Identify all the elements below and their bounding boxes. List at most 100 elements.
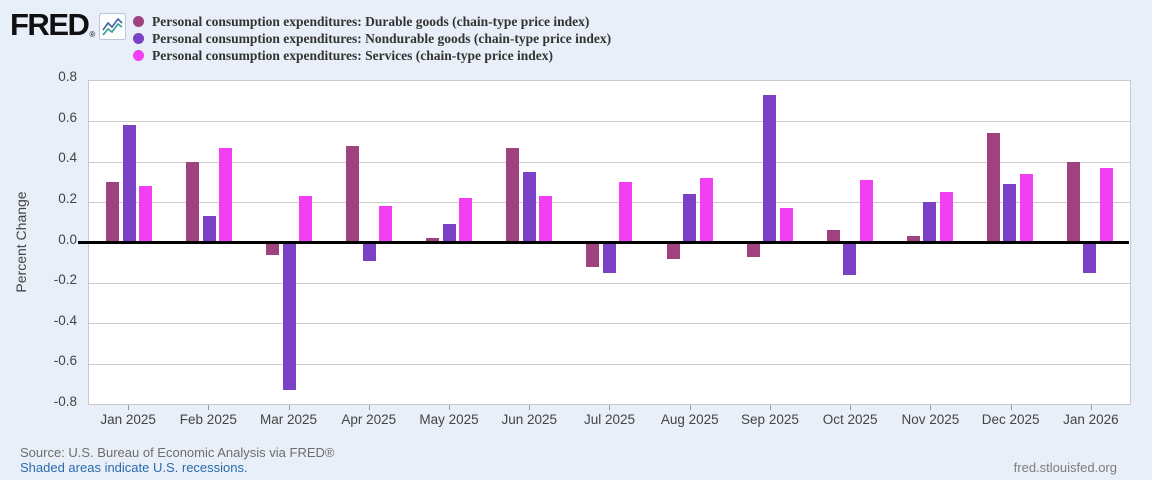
y-axis-labels: 0.8 0.6 0.4 0.2 0.0 -0.2 -0.4 -0.6 -0.8 (0, 69, 83, 409)
legend-marker (133, 50, 144, 61)
y-tick-label: -0.8 (53, 394, 77, 409)
zero-axis-line (78, 241, 1129, 244)
bar[interactable] (122, 125, 136, 243)
bar[interactable] (619, 181, 633, 243)
x-tick-label: Dec 2025 (981, 412, 1040, 427)
x-axis-slot: Sep 2025 (730, 405, 810, 437)
y-tick-label: -0.6 (53, 353, 77, 369)
x-axis-slot: Oct 2025 (810, 405, 890, 437)
bar-group (169, 81, 249, 404)
bar-group (409, 81, 489, 404)
x-tick (609, 405, 611, 410)
bar-group (730, 81, 810, 404)
x-axis-slot: Apr 2025 (329, 405, 409, 437)
gridline (89, 323, 1130, 325)
bar[interactable] (362, 242, 376, 261)
bar[interactable] (426, 238, 440, 243)
bar[interactable] (282, 242, 296, 390)
x-tick-label: Mar 2025 (260, 412, 318, 427)
bar-group (329, 81, 409, 404)
recessions-link[interactable]: Shaded areas indicate U.S. recessions. (20, 460, 248, 475)
x-axis-slot: Jan 2025 (88, 405, 168, 437)
x-tick-label: Aug 2025 (660, 412, 719, 427)
bar[interactable] (699, 177, 713, 243)
bar[interactable] (459, 198, 473, 243)
gridline (89, 121, 1130, 123)
y-tick-label: -0.2 (53, 272, 77, 288)
bar[interactable] (1083, 242, 1097, 273)
x-axis-slot: Jul 2025 (569, 405, 649, 437)
gridline (89, 202, 1130, 204)
x-axis-slot: Dec 2025 (971, 405, 1051, 437)
legend-item: Personal consumption expenditures: Nondu… (133, 30, 611, 47)
x-tick-label: Jan 2025 (100, 412, 156, 427)
bar[interactable] (986, 133, 1000, 243)
bar[interactable] (1003, 183, 1017, 243)
x-tick (128, 405, 130, 410)
registered-trademark: ® (89, 30, 96, 39)
bar-group (810, 81, 890, 404)
bar[interactable] (746, 242, 760, 257)
bar[interactable] (859, 179, 873, 243)
bar[interactable] (586, 242, 600, 267)
bar-group (489, 81, 569, 404)
bar[interactable] (763, 95, 777, 243)
bar[interactable] (202, 216, 216, 243)
bar-group (569, 81, 649, 404)
bar[interactable] (442, 224, 456, 243)
x-tick-label: May 2025 (419, 412, 479, 427)
x-tick (769, 405, 771, 410)
bar-group (1050, 81, 1130, 404)
bar[interactable] (139, 185, 153, 243)
bar[interactable] (522, 171, 536, 243)
x-tick (449, 405, 451, 410)
fred-logo-text: FRED (10, 7, 90, 42)
x-axis-slot: Mar 2025 (248, 405, 328, 437)
x-tick-label: Feb 2025 (179, 412, 237, 427)
y-tick-label: 0.2 (58, 190, 77, 206)
x-tick (529, 405, 531, 410)
bar-group (650, 81, 730, 404)
bar[interactable] (1019, 173, 1033, 243)
y-tick-label: 0.8 (58, 69, 77, 84)
x-axis-slot: Jun 2025 (489, 405, 569, 437)
gridline (89, 161, 1130, 163)
x-tick (288, 405, 290, 410)
bar[interactable] (346, 145, 360, 243)
bar[interactable] (779, 208, 793, 243)
x-axis-slot: Jan 2026 (1051, 405, 1131, 437)
bar[interactable] (299, 196, 313, 243)
legend-label: Personal consumption expenditures: Durab… (152, 13, 590, 29)
x-tick-label: Oct 2025 (822, 412, 878, 427)
x-tick (368, 405, 370, 410)
legend-marker (133, 33, 144, 44)
legend-item: Personal consumption expenditures: Durab… (133, 13, 611, 30)
bar[interactable] (379, 206, 393, 243)
gridline (89, 282, 1130, 284)
bar[interactable] (683, 194, 697, 243)
bar[interactable] (539, 196, 553, 243)
y-tick-label: 0.0 (58, 231, 77, 247)
bar[interactable] (1099, 167, 1113, 243)
source-note: Source: U.S. Bureau of Economic Analysis… (20, 445, 335, 460)
bar[interactable] (906, 236, 920, 243)
bar[interactable] (843, 242, 857, 275)
bar[interactable] (266, 242, 280, 255)
bar[interactable] (219, 147, 233, 243)
bar[interactable] (602, 242, 616, 273)
legend-item: Personal consumption expenditures: Servi… (133, 47, 611, 64)
bar[interactable] (666, 242, 680, 259)
bar[interactable] (186, 161, 200, 243)
x-axis-slot: Aug 2025 (650, 405, 730, 437)
bar[interactable] (826, 230, 840, 243)
bar-group (890, 81, 970, 404)
site-link[interactable]: fred.stlouisfed.org (1013, 460, 1117, 475)
bar[interactable] (923, 202, 937, 243)
x-axis-slot: Feb 2025 (168, 405, 248, 437)
x-axis-labels: Jan 2025 Feb 2025 Mar 2025 Apr 2025 May 2025… (88, 405, 1131, 437)
bar[interactable] (506, 147, 520, 243)
bar[interactable] (939, 192, 953, 243)
plot-area (78, 80, 1131, 405)
bar[interactable] (1066, 161, 1080, 243)
bar[interactable] (106, 181, 120, 243)
